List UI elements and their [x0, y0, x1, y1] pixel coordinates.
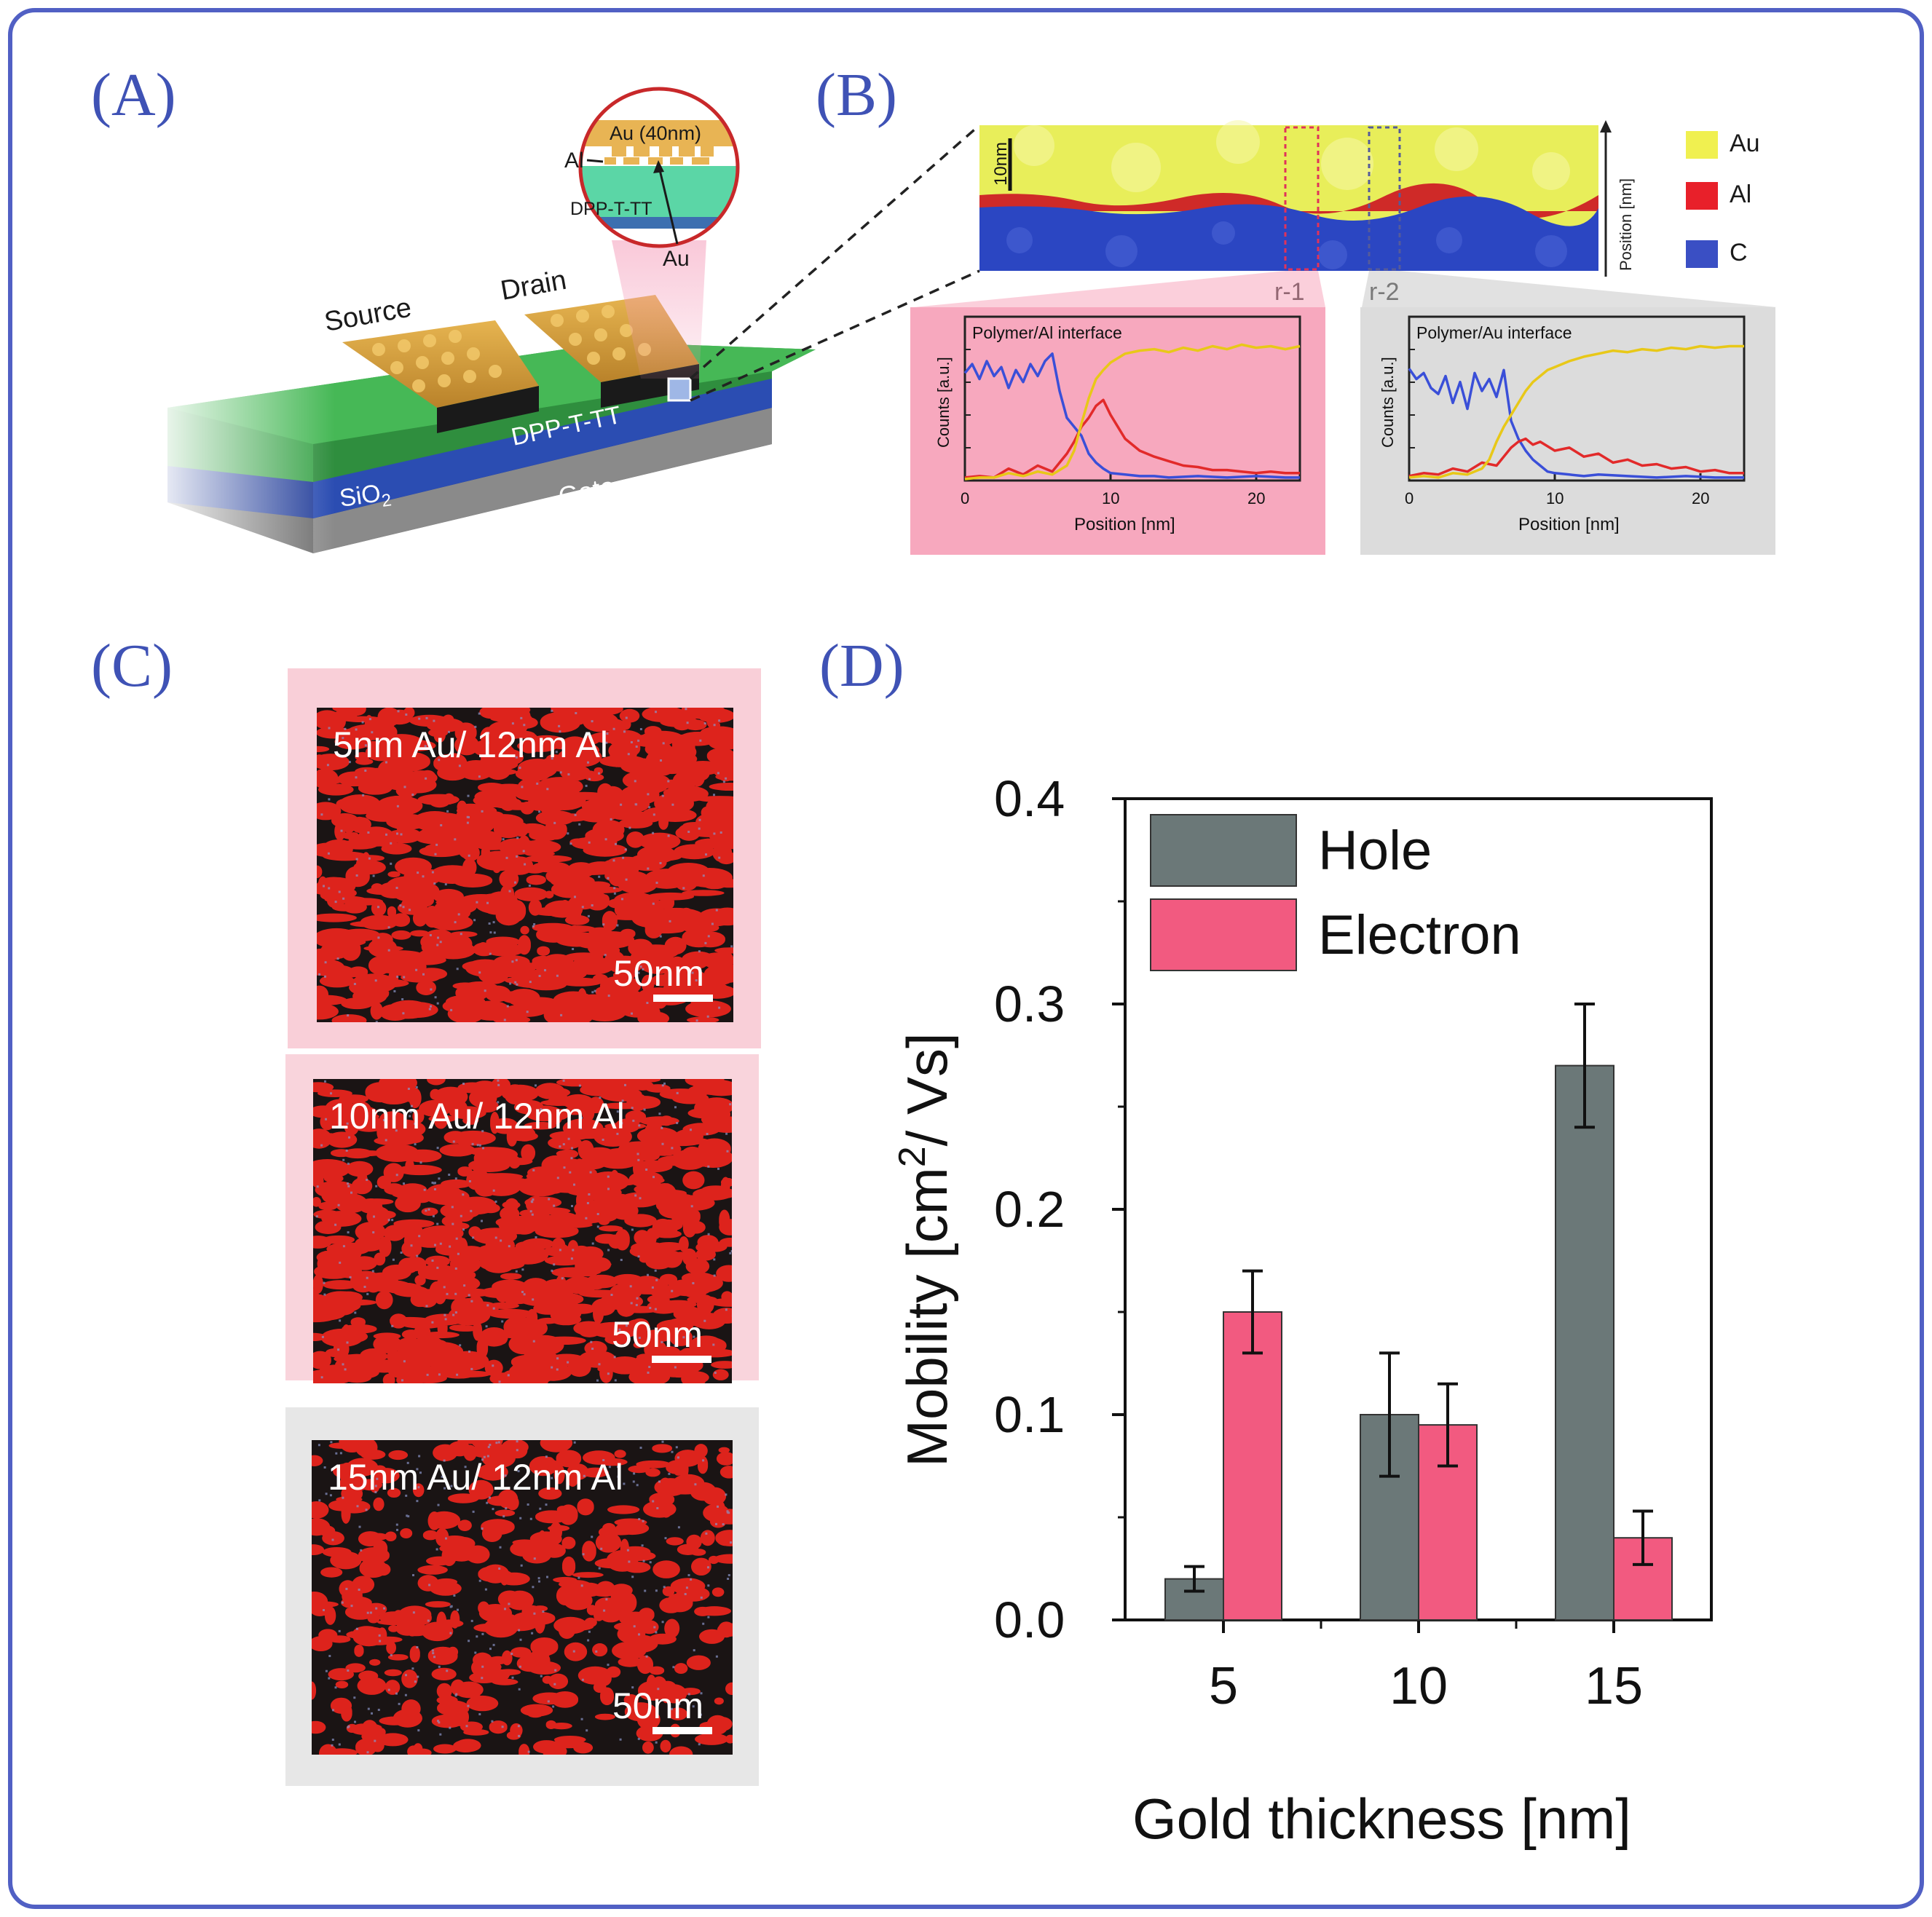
inset-au-label: Au — [663, 247, 690, 271]
region-r2-box — [1368, 126, 1401, 271]
panel-a-letter: (A) — [91, 61, 176, 129]
profile-tick-label: 20 — [1692, 489, 1709, 507]
elemental-map-1: 5nm Au/ 12nm Al 50nm — [288, 668, 761, 1048]
position-axis-label: Position [nm] — [1617, 178, 1635, 271]
profile-tick-label: 20 — [1247, 489, 1265, 507]
map-label: 5nm Au/ 12nm Al — [333, 724, 608, 765]
y-tick-label: 0.0 — [994, 1592, 1065, 1648]
profile-tick-label: 0 — [1405, 489, 1413, 507]
legend-swatch-electron — [1150, 898, 1297, 971]
map-scale-bar — [652, 1727, 712, 1734]
elemental-map-3: 15nm Au/ 12nm Al 50nm — [285, 1407, 759, 1786]
panel-b-letter: (B) — [816, 61, 897, 129]
legend-label-al: Al — [1730, 181, 1751, 208]
profile-series-au — [964, 343, 1301, 481]
profile-ylabel: Counts [a.u.] — [934, 357, 953, 448]
zoom-connector-top — [689, 124, 981, 380]
inset-al-label: Al — [564, 149, 584, 173]
inset-polymer-label: DPP-T-TT — [570, 199, 652, 219]
y-tick-label: 0.3 — [994, 976, 1065, 1032]
legend-swatch-c — [1686, 240, 1718, 268]
profile-background — [1360, 307, 1775, 555]
map-scale-bar — [652, 1356, 711, 1363]
y-tick-label: 0.2 — [994, 1181, 1065, 1238]
x-tick-label: 10 — [1389, 1657, 1448, 1715]
bar-hole-15 — [1555, 1064, 1614, 1621]
map-scale-label: 50nm — [612, 1314, 703, 1355]
y-tick-label: 0.4 — [994, 770, 1065, 827]
tem-map: 10nm r-1 r-2 Position [nm] Au Al C — [914, 120, 1777, 307]
legend-swatch-au — [1686, 131, 1718, 159]
y-tick-label: 0.1 — [994, 1386, 1065, 1443]
profile-series-c — [1408, 368, 1744, 479]
map-image — [317, 708, 733, 1022]
profile-series-al — [964, 398, 1300, 479]
map-label: 15nm Au/ 12nm Al — [328, 1457, 623, 1498]
legend-label-c: C — [1730, 239, 1748, 266]
device-schematic: Source Drain DPP-T-TT SiO2 Gate Au (40nm… — [146, 87, 981, 568]
x-tick-label: 5 — [1209, 1657, 1238, 1715]
map-scale-bar — [653, 995, 713, 1002]
legend-swatch-hole — [1150, 814, 1297, 887]
legend-label-electron: Electron — [1318, 904, 1521, 966]
legend-label-au: Au — [1730, 130, 1760, 157]
profile-tick-label: 10 — [1546, 489, 1564, 507]
oxide-label: SiO2 — [338, 478, 393, 517]
composition-profiles: Polymer/Al interface Counts [a.u.] Positio… — [910, 307, 1775, 555]
map-image — [313, 1079, 732, 1383]
x-axis-label: Gold thickness [nm] — [1132, 1787, 1631, 1851]
map-scale-label: 50nm — [612, 1685, 703, 1726]
profile-plot-frame — [1408, 315, 1746, 482]
profile-panel-2: Polymer/Au interface Counts [a.u.] Positio… — [1360, 307, 1775, 555]
region-r1-box — [1284, 126, 1320, 271]
profile-panel-1: Polymer/Al interface Counts [a.u.] Positio… — [910, 307, 1325, 555]
panel-c-letter: (C) — [91, 632, 173, 700]
profile-title: Polymer/Al interface — [972, 323, 1122, 342]
tem-legend: Au Al C — [1686, 130, 1760, 268]
panel-d-letter: (D) — [819, 632, 904, 700]
profile-title: Polymer/Au interface — [1416, 323, 1572, 342]
profile-series-au — [1408, 344, 1744, 479]
elemental-map-2: 10nm Au/ 12nm Al 50nm — [285, 1054, 759, 1383]
profile-tick-label: 0 — [961, 489, 969, 507]
tem-scale-label: 10nm — [991, 142, 1011, 186]
map-label: 10nm Au/ 12nm Al — [329, 1096, 625, 1137]
legend-label-hole: Hole — [1318, 820, 1432, 882]
y-axis-label: Mobility [cm2/ Vs] — [891, 1032, 959, 1467]
bar-electron-5 — [1223, 1311, 1282, 1621]
profile-plot-frame — [963, 315, 1301, 482]
mobility-bar-chart: 0.0 0.1 0.2 0.3 0.4 5 10 15 Hole Electron Gold thi… — [891, 770, 1713, 1851]
map-scale-label: 50nm — [613, 953, 704, 994]
x-tick-label: 15 — [1585, 1657, 1643, 1715]
profile-xlabel: Position [nm] — [1518, 515, 1620, 534]
source-electrode — [342, 320, 539, 408]
zoom-connector-bottom — [690, 269, 980, 402]
profile-tick-label: 10 — [1102, 489, 1119, 507]
map-image — [312, 1440, 733, 1755]
legend-swatch-al — [1686, 182, 1718, 210]
profile-series-al — [1408, 437, 1744, 478]
profile-ylabel: Counts [a.u.] — [1379, 357, 1397, 448]
profile-series-c — [963, 352, 1300, 479]
profile-xlabel: Position [nm] — [1074, 515, 1175, 534]
inset-au-layer-label: Au (40nm) — [610, 122, 701, 144]
